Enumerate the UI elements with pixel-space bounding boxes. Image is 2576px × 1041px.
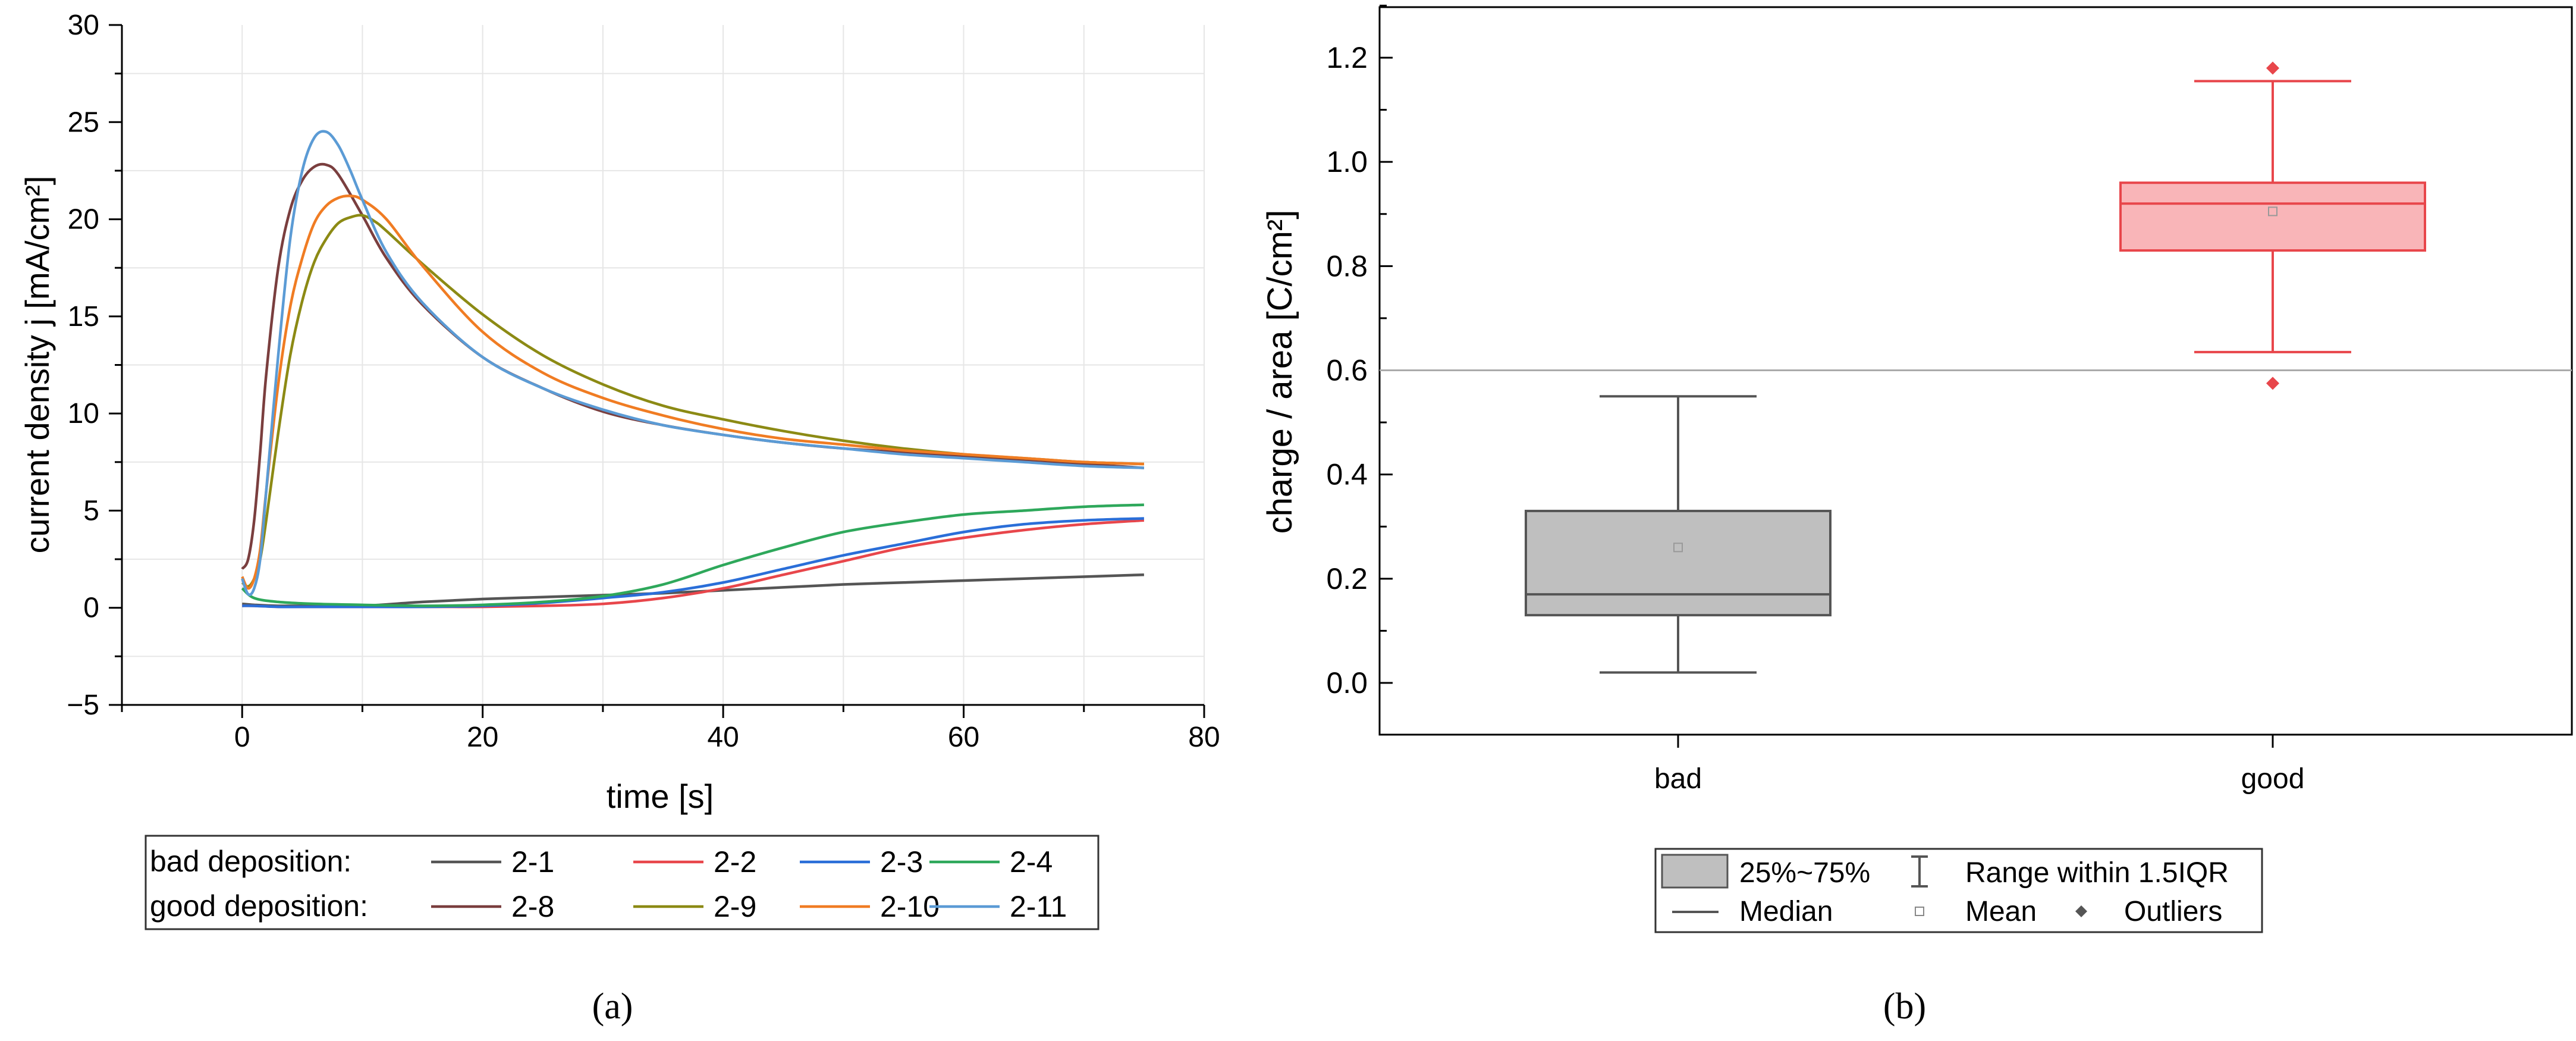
box-bad-iqr	[1525, 509, 1832, 617]
panel-b-legend: 25%~75% Range within 1.5IQR Median Mean …	[1654, 848, 2263, 933]
panel-a-x-tick-label: 80	[1188, 722, 1220, 753]
panel-b-y-tick-label: 1.0	[1326, 145, 1368, 178]
panel-a-y-tick-label: 5	[83, 495, 99, 526]
series-line-2-2	[242, 519, 1145, 609]
panel-b-box-chart: 0.0 0.2 0.4 0.6 0.8 1.0 1.2 bad good charge / a…	[1261, 4, 2573, 1027]
legend-label-2-3: 2-3	[880, 845, 923, 879]
series-line-2-3	[242, 517, 1144, 609]
panel-a-x-axis-label: time [s]	[607, 777, 714, 815]
panel-a-y-axis-label: current density j [mA/cm²]	[18, 176, 56, 554]
panel-b-ticks: 0.0 0.2 0.4 0.6 0.8 1.0 1.2	[1326, 4, 1393, 700]
panel-b-y-tick-label: 0.2	[1326, 562, 1368, 595]
panel-a-y-tick-label: 30	[68, 10, 99, 41]
series-line-2-11	[241, 130, 1144, 597]
panel-b-y-tick-label: 0.0	[1326, 666, 1368, 700]
panel-a-legend-frame	[144, 835, 1099, 930]
box-good-mean	[2268, 206, 2277, 217]
legend-row-label-good: good deposition:	[150, 889, 368, 923]
legend-mean-label: Mean	[1965, 896, 2037, 927]
legend-label-2-2: 2-2	[714, 845, 756, 879]
legend-label-2-4: 2-4	[1010, 845, 1053, 879]
panel-b-y-axis-label: charge / area [C/cm²]	[1261, 210, 1299, 534]
legend-mean-swatch	[1915, 907, 1924, 916]
panel-b-y-tick-label: 0.6	[1326, 354, 1368, 387]
panel-a-x-tick-label: 60	[948, 722, 979, 753]
box-good-outlier	[2266, 61, 2279, 75]
panel-a-y-tick-label: 20	[68, 204, 99, 236]
panel-a-caption: (a)	[592, 986, 633, 1027]
panel-b-legend-frame	[1654, 848, 2263, 933]
legend-range-label: Range within 1.5IQR	[1965, 857, 2229, 889]
panel-b-x-tick-label: bad	[1654, 763, 1702, 795]
panel-b-boxes: bad good	[1525, 61, 2426, 795]
legend-row-label-bad: bad deposition:	[150, 845, 351, 878]
legend-box-swatch	[1661, 854, 1729, 889]
box-good-iqr	[2119, 181, 2426, 252]
box-bad-mean	[1673, 543, 1683, 553]
panel-a-y-tick-label: 10	[68, 398, 99, 429]
panel-a-y-tick-label: 0	[83, 592, 99, 624]
panel-a-y-tick-label: 15	[68, 301, 99, 333]
box-bad: bad	[1525, 395, 1832, 795]
panel-b-y-tick-label: 0.8	[1326, 249, 1368, 283]
legend-label-2-1: 2-1	[511, 845, 554, 879]
panel-a-x-tick-label: 20	[467, 722, 498, 753]
panel-b-caption: (b)	[1883, 986, 1926, 1027]
legend-box-label: 25%~75%	[1739, 857, 1870, 889]
legend-label-2-8: 2-8	[511, 890, 554, 923]
series-line-2-10	[241, 195, 1144, 590]
panel-a-y-tick-label: −5	[67, 689, 99, 721]
panel-a-series	[241, 130, 1145, 609]
legend-median-label: Median	[1739, 896, 1833, 927]
panel-a-x-tick-label: 0	[234, 722, 250, 753]
panel-b-x-tick-label: good	[2241, 763, 2305, 795]
legend-range-icon	[1911, 855, 1928, 888]
legend-label-2-11: 2-11	[1010, 890, 1067, 923]
series-line-2-4	[241, 503, 1144, 607]
panel-a-line-chart: 0 20 40 60 80 −5 0 5 10 15 20 25 30 time [s] current…	[18, 10, 1220, 1027]
panel-b-y-tick-label: 1.2	[1326, 41, 1368, 74]
box-good: good	[2119, 61, 2426, 795]
legend-label-2-9: 2-9	[714, 890, 756, 923]
panel-a-x-tick-label: 40	[707, 722, 739, 753]
box-good-outlier	[2266, 377, 2279, 390]
legend-outliers-label: Outliers	[2124, 896, 2222, 927]
series-line-2-1	[242, 573, 1144, 608]
panel-a-legend-items: 2-1 2-2 2-3 2-42-8 2-9 2-10 2-11	[431, 845, 1067, 923]
panel-b-y-tick-label: 0.4	[1326, 458, 1368, 491]
panel-a-legend: bad deposition: good deposition: 2-1 2-2 2…	[144, 835, 1099, 930]
panel-a-y-tick-label: 25	[68, 106, 99, 138]
legend-outlier-swatch	[2075, 905, 2087, 917]
panel-a-ticks: 0 20 40 60 80 −5 0 5 10 15 20 25 30	[67, 10, 1220, 753]
